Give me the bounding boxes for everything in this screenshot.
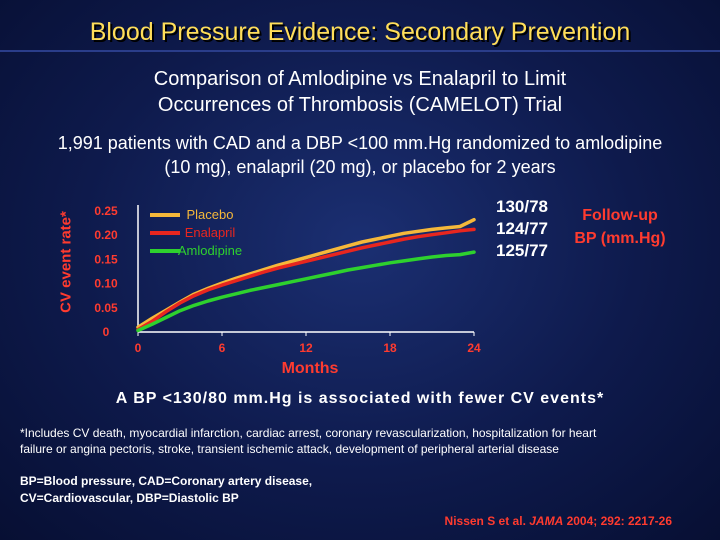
trial-description-line-1: 1,991 patients with CAD and a DBP <100 m… bbox=[57, 133, 663, 153]
followup-label-line-1: Follow-up bbox=[582, 207, 658, 224]
citation-authors: Nissen S et al. bbox=[444, 514, 530, 528]
legend-label-enalapril: Enalapril bbox=[185, 225, 236, 240]
bp-enalapril: 124/77 bbox=[496, 219, 548, 238]
citation: Nissen S et al. JAMA 2004; 292: 2217-26 bbox=[0, 514, 672, 528]
y-tick-label-0.15: 0.15 bbox=[94, 252, 118, 266]
x-axis-label: Months bbox=[281, 360, 339, 377]
followup-label-line-2: BP (mm.Hg) bbox=[574, 230, 666, 247]
x-tick-label-18: 18 bbox=[383, 341, 397, 355]
citation-journal: JAMA bbox=[529, 514, 564, 528]
legend-label-placebo: Placebo bbox=[187, 207, 234, 222]
key-finding: A BP <130/80 mm.Hg is associated with fe… bbox=[115, 390, 605, 407]
y-tick-label-0.05: 0.05 bbox=[94, 301, 118, 315]
abbreviations-line-1: BP=Blood pressure, CAD=Coronary artery d… bbox=[20, 474, 313, 488]
slide-title: Blood Pressure Evidence: Secondary Preve… bbox=[89, 18, 631, 46]
y-axis-label: CV event rate* bbox=[57, 211, 75, 313]
y-tick-label-0.25: 0.25 bbox=[94, 204, 118, 218]
series-line-enalapril bbox=[136, 227, 476, 332]
abbreviations-line-2: CV=Cardiovascular, DBP=Diastolic BP bbox=[20, 491, 239, 505]
legend-label-amlodipine: Amlodipine bbox=[178, 243, 242, 258]
x-tick-label-24: 24 bbox=[467, 341, 481, 355]
bp-amlodipine: 125/77 bbox=[496, 241, 548, 260]
x-tick-label-6: 6 bbox=[219, 341, 226, 355]
subtitle-line-1: Comparison of Amlodipine vs Enalapril to… bbox=[153, 68, 567, 90]
x-tick-label-0: 0 bbox=[135, 341, 142, 355]
y-tick-label-0: 0 bbox=[103, 325, 110, 339]
subtitle-line-2: Occurrences of Thrombosis (CAMELOT) Tria… bbox=[157, 94, 563, 116]
trial-description-line-2: (10 mg), enalapril (20 mg), or placebo f… bbox=[164, 157, 556, 177]
bp-placebo: 130/78 bbox=[496, 197, 548, 216]
x-tick-label-12: 12 bbox=[299, 341, 313, 355]
footnote-line-1: *Includes CV death, myocardial infarctio… bbox=[20, 426, 597, 440]
title-divider bbox=[0, 50, 720, 52]
footnote-line-2: failure or angina pectoris, stroke, tran… bbox=[20, 442, 559, 456]
citation-details: 2004; 292: 2217-26 bbox=[563, 514, 672, 528]
series-line-amlodipine bbox=[136, 250, 476, 333]
y-tick-label-0.20: 0.20 bbox=[94, 228, 118, 242]
y-tick-label-0.10: 0.10 bbox=[94, 277, 118, 291]
